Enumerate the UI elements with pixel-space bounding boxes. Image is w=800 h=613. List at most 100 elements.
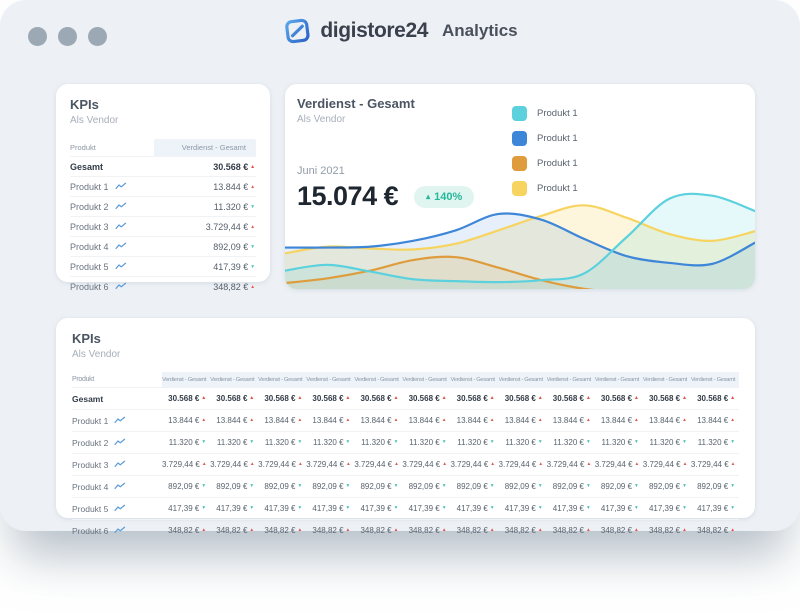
table-row[interactable]: Produkt 2 11.320 € ▾ 11.320 € ▾ 11.320 € ▾ 11.3… (72, 431, 739, 454)
table-row[interactable]: Produkt 3 3.729,44 € ▴ (70, 216, 256, 237)
sparkline-icon (114, 416, 126, 423)
trend-up-icon: ▴ (731, 395, 734, 401)
row-value: 11.320 € ▾ (361, 438, 398, 447)
row-value: 13.844 € ▴ (697, 416, 734, 425)
trend-down-icon: ▾ (442, 505, 446, 511)
row-value: 30.568 € ▴ (456, 394, 494, 403)
trend-up-icon: ▴ (731, 417, 734, 423)
window-controls (28, 27, 107, 46)
table-row[interactable]: Produkt 6 348,82 € ▴ 348,82 € ▴ 348,82 € ▴ 348,… (72, 519, 739, 542)
column-header-value: Verdienst - Gesamt (450, 372, 499, 388)
legend-item[interactable]: Produkt 1 (512, 106, 578, 121)
row-value: 11.320 € ▾ (601, 438, 638, 447)
table-row[interactable]: Produkt 4 892,09 € ▾ 892,09 € ▾ 892,09 € ▾ 892,… (72, 475, 739, 498)
table-row[interactable]: Gesamt 30.568 € ▴ (70, 156, 256, 177)
row-label: Produkt 3 (72, 454, 162, 476)
column-header-value: Verdienst - Gesamt (594, 372, 643, 388)
row-value: 892,09 € ▾ (552, 482, 590, 491)
trend-down-icon: ▾ (251, 203, 254, 210)
sparkline-icon (115, 242, 126, 249)
trend-up-icon: ▴ (490, 417, 494, 423)
earnings-area-chart[interactable] (285, 185, 755, 289)
row-value: 13.844 € ▴ (648, 416, 686, 425)
row-value: 417,39 € ▾ (408, 504, 446, 513)
trend-down-icon: ▾ (346, 483, 350, 489)
trend-up-icon: ▴ (346, 417, 350, 423)
window-dot[interactable] (88, 27, 107, 46)
row-value: 3.729,44 € ▴ (354, 460, 398, 469)
table-row[interactable]: Produkt 3 3.729,44 € ▴ 3.729,44 € ▴ 3.729,44 … (72, 453, 739, 476)
row-value: 13.844 € ▴ (168, 416, 206, 425)
trend-down-icon: ▾ (538, 439, 542, 445)
legend-item[interactable]: Produkt 1 (512, 181, 578, 196)
legend-item[interactable]: Produkt 1 (512, 156, 578, 171)
row-value: 11.320 € ▾ (457, 438, 494, 447)
row-value: 892,09 € ▾ (213, 241, 254, 252)
column-header-value: Verdienst - Gesamt (306, 372, 355, 388)
trend-up-icon: ▴ (538, 527, 542, 533)
wide-kpi-table: Produkt Verdienst - Gesamt Verdienst - Ges… (72, 372, 739, 541)
trend-up-icon: ▴ (683, 417, 686, 423)
row-label: Produkt 3 (70, 217, 154, 237)
row-value: 892,09 € ▾ (360, 482, 398, 491)
row-value: 3.729,44 € ▴ (642, 460, 687, 469)
row-value: 417,39 € ▾ (456, 504, 494, 513)
trend-up-icon: ▴ (539, 461, 543, 467)
sparkline-icon (114, 526, 126, 533)
table-row[interactable]: Produkt 5 417,39 € ▾ (70, 256, 256, 277)
row-value: 892,09 € ▾ (216, 482, 254, 491)
trend-down-icon: ▾ (298, 483, 302, 489)
trend-up-icon: ▴ (443, 461, 446, 467)
legend-swatch (512, 106, 527, 121)
row-value: 417,39 € ▾ (264, 504, 302, 513)
trend-up-icon: ▴ (250, 461, 254, 467)
legend-label: Produkt 1 (537, 108, 578, 119)
row-value: 417,39 € ▾ (168, 504, 206, 513)
chart-area-fill (285, 193, 755, 289)
legend-item[interactable]: Produkt 1 (512, 131, 578, 146)
row-value: 348,82 € ▴ (360, 526, 398, 535)
card-title: KPIs (72, 331, 101, 346)
row-label: Produkt 6 (70, 277, 154, 297)
row-value: 3.729,44 € ▴ (594, 460, 639, 469)
window-dot[interactable] (58, 27, 77, 46)
total-value: 15.074 € (297, 181, 399, 211)
trend-up-icon: ▴ (298, 461, 302, 467)
window-dot[interactable] (28, 27, 47, 46)
row-value: 13.844 € ▴ (552, 416, 590, 425)
trend-up-icon: ▴ (587, 461, 591, 467)
legend-label: Produkt 1 (537, 158, 578, 169)
row-label: Produkt 1 (72, 410, 162, 432)
trend-up-icon: ▴ (202, 461, 206, 467)
trend-down-icon: ▾ (635, 505, 638, 511)
row-value: 417,39 € ▾ (213, 261, 254, 272)
card-subtitle: Als Vendor (297, 114, 346, 125)
app-title: Analytics (442, 21, 518, 40)
row-value: 13.844 € ▴ (360, 416, 398, 425)
row-label: Produkt 5 (72, 498, 162, 520)
row-label: Produkt 2 (72, 432, 162, 454)
table-row[interactable]: Produkt 4 892,09 € ▾ (70, 236, 256, 257)
trend-up-icon: ▴ (251, 223, 254, 230)
row-value: 3.729,44 € ▴ (690, 460, 735, 469)
sparkline-icon (114, 438, 126, 445)
row-value: 348,82 € ▴ (504, 526, 542, 535)
table-row[interactable]: Produkt 2 11.320 € ▾ (70, 196, 256, 217)
trend-up-icon: ▴ (683, 395, 686, 401)
trend-down-icon: ▾ (202, 483, 206, 489)
row-value: 3.729,44 € ▴ (162, 460, 206, 469)
table-row[interactable]: Produkt 1 13.844 € ▴ 13.844 € ▴ 13.844 € ▴ 13.8… (72, 409, 739, 432)
row-value: 417,39 € ▾ (600, 504, 638, 513)
row-value: 11.320 € ▾ (213, 201, 254, 212)
column-header-value: Verdienst - Gesamt (642, 372, 691, 388)
trend-up-icon: ▴ (202, 395, 206, 401)
sparkline-icon (115, 262, 126, 269)
row-value: 11.320 € ▾ (168, 438, 206, 447)
table-row[interactable]: Produkt 6 348,82 € ▴ (70, 276, 256, 297)
table-row[interactable]: Gesamt 30.568 € ▴ 30.568 € ▴ 30.568 € ▴ 30.568 … (72, 387, 739, 410)
row-value: 11.320 € ▾ (313, 438, 350, 447)
table-row[interactable]: Produkt 5 417,39 € ▾ 417,39 € ▾ 417,39 € ▾ 417,… (72, 497, 739, 520)
trend-down-icon: ▾ (250, 439, 254, 445)
table-row[interactable]: Produkt 1 13.844 € ▴ (70, 176, 256, 197)
row-value: 11.320 € ▾ (409, 438, 446, 447)
